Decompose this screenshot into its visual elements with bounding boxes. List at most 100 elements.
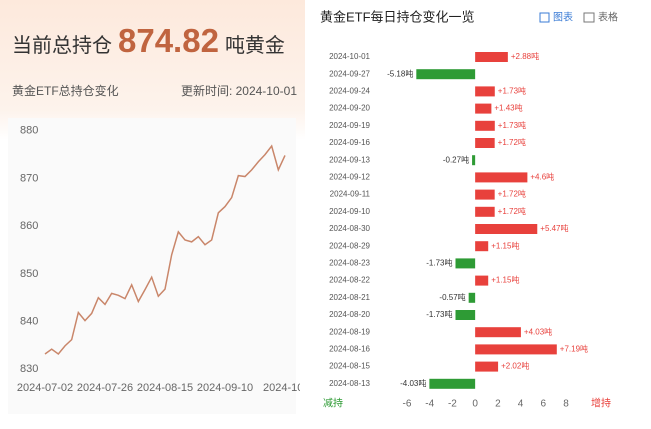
value-label: +5.47吨 [540,223,568,233]
header-label: 当前总持仓 [12,35,112,57]
bar [416,69,476,80]
tab-label[interactable]: 图表 [553,11,573,24]
value-label: +1.73吨 [498,120,526,130]
subtitle: 黄金ETF总持仓变化 [12,84,119,98]
x-tick-label: 2024-09-10 [197,382,253,394]
header-unit: 吨黄金 [224,35,285,57]
x-tick-label: 2024-08-15 [137,382,193,394]
bar [472,155,476,166]
x-tick-label: -2 [448,399,457,410]
bar [455,258,476,269]
line-series [44,144,286,355]
value-label: +4.6吨 [530,172,554,182]
bar [475,138,495,148]
bar [475,52,508,62]
chart-icon [539,12,550,23]
x-tick-label: 2024-07-02 [17,382,73,394]
category-label: 2024-08-15 [329,362,370,371]
category-label: 2024-09-20 [329,104,370,113]
bar [475,189,495,200]
value-label: -5.18吨 [387,68,413,78]
category-label: 2024-08-30 [329,224,370,233]
category-label: 2024-09-13 [329,155,370,164]
category-label: 2024-09-16 [329,138,370,147]
x-tick-label: 8 [563,399,569,410]
value-label: -0.27吨 [443,154,469,164]
plot-background [8,118,296,414]
tab[interactable]: 图表 [539,11,573,24]
value-label: +2.88吨 [511,51,539,61]
category-label: 2024-09-24 [329,87,370,96]
category-label: 2024-08-16 [329,345,370,354]
x-tick-label: 6 [541,399,547,410]
chart-title: 黄金ETF每日持仓变化一览 [320,9,475,24]
x-tick-label: -6 [403,399,412,410]
y-tick-label: 880 [20,125,38,137]
x-tick-label: 2024-10- [263,382,300,394]
category-label: 2024-09-10 [329,207,370,216]
total-panel: 830 840 850 860 870 880 2024-07-02 2024-07-26 20… [0,0,305,429]
bar [475,224,538,234]
bar [475,172,528,183]
category-label: 2024-08-21 [329,293,370,302]
category-label: 2024-09-11 [330,190,371,199]
bar [475,361,499,372]
value-label: -1.73吨 [426,258,452,268]
subtitle-row: 黄金ETF总持仓变化 更新时间: 2024-10-01 [12,82,297,99]
category-label: 2024-08-20 [329,310,370,319]
tab[interactable]: 表格 [583,11,618,24]
category-label: 2024-08-13 [329,379,370,388]
value-label: +2.02吨 [501,361,529,371]
bar [468,292,476,303]
value-label: +1.15吨 [491,275,519,285]
bar-chart: 黄金ETF每日持仓变化一览 图表 表格 -6 -4 -2 0 2 4 6 8 减持 增持 2024-… [320,9,618,410]
value-label: -0.57吨 [439,292,465,302]
bar [475,344,557,355]
header: 当前总持仓 874.82 吨黄金 [12,22,285,60]
updated-time: 更新时间: 2024-10-01 [180,84,297,98]
value-label: +1.72吨 [498,189,526,199]
bar [475,86,495,97]
bar [455,310,476,320]
value-label: +1.15吨 [491,240,519,250]
category-label: 2024-08-23 [329,259,370,268]
bar [475,275,489,286]
category-label: 2024-10-01 [329,52,370,61]
y-tick-label: 830 [20,363,38,375]
header-value: 874.82 [118,22,219,59]
y-tick-label: 840 [20,315,38,327]
value-label: +7.19吨 [560,344,588,354]
x-tick-label: 0 [472,399,478,410]
category-label: 2024-08-29 [329,241,370,250]
tab-label[interactable]: 表格 [598,11,618,24]
category-label: 2024-08-22 [329,276,370,285]
value-label: +1.73吨 [498,86,526,96]
category-label: 2024-08-19 [329,327,370,336]
value-label: +1.43吨 [494,103,522,113]
decrease-label: 减持 [323,397,343,410]
bar [429,378,476,389]
bar [475,206,495,217]
x-tick-label: 2024-07-26 [77,382,133,394]
y-tick-label: 860 [20,220,38,232]
value-label: -4.03吨 [400,378,426,388]
bar [475,327,521,338]
value-label: +4.03吨 [524,326,552,336]
value-label: -1.73吨 [426,309,452,319]
x-tick-label: 2 [495,399,501,410]
x-tick-label: -4 [425,399,434,410]
bar [475,103,492,114]
value-label: +1.72吨 [498,137,526,147]
y-tick-label: 870 [20,172,38,184]
increase-label: 增持 [591,397,611,410]
x-tick-label: 4 [518,399,524,410]
value-label: +1.72吨 [498,206,526,216]
bar [475,120,495,131]
bar [475,241,489,252]
category-label: 2024-09-12 [329,173,370,182]
category-label: 2024-09-27 [329,69,370,78]
line-chart: 830 840 850 860 870 880 2024-07-02 2024-07-26 20… [8,118,300,414]
category-label: 2024-09-19 [329,121,370,130]
table-icon [583,12,595,23]
